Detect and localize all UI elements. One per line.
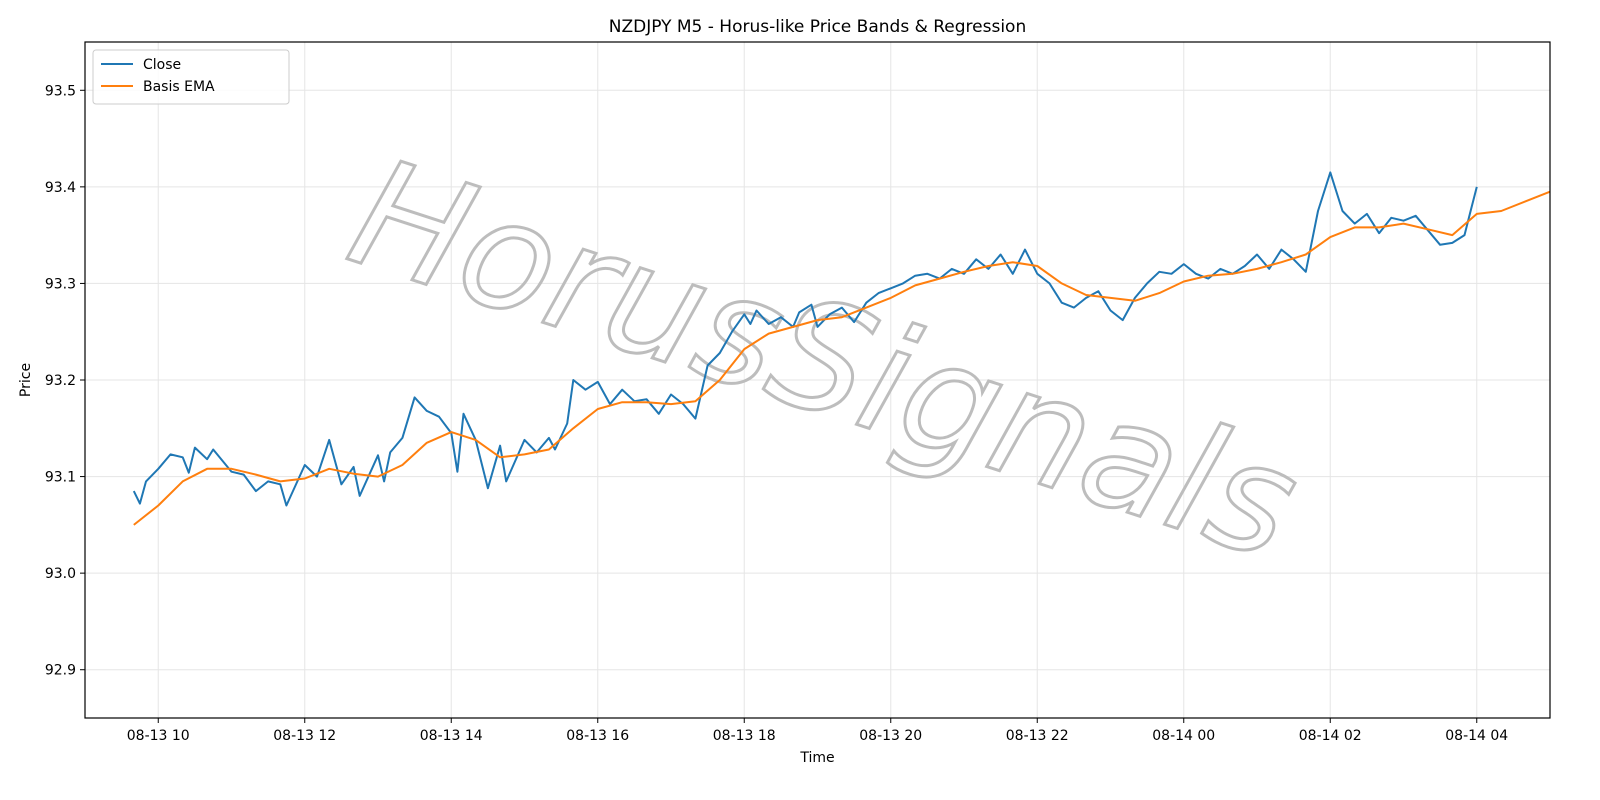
y-tick-label: 93.4	[45, 180, 76, 196]
series-lines	[132, 171, 1551, 526]
x-tick-label: 08-13 20	[859, 728, 922, 744]
y-tick-label: 93.5	[45, 83, 76, 99]
watermark-text: HorusSignals	[332, 126, 1316, 594]
x-tick-label: 08-13 22	[1006, 728, 1069, 744]
x-tick-label: 08-14 02	[1299, 728, 1362, 744]
legend-box	[92, 49, 290, 105]
x-tick-label: 08-13 12	[273, 728, 336, 744]
x-tick-label: 08-13 10	[127, 728, 190, 744]
y-tick-label: 93.2	[45, 373, 76, 389]
y-axis-label: Price	[18, 363, 34, 397]
x-tick-label: 08-13 16	[566, 728, 629, 744]
x-tick-label: 08-14 04	[1445, 728, 1508, 744]
chart-title: NZDJPY M5 - Horus-like Price Bands & Reg…	[609, 17, 1026, 37]
legend-label: Close	[143, 57, 181, 73]
grid	[85, 42, 1550, 718]
legend-label: Basis EMA	[143, 79, 215, 95]
x-tick-label: 08-13 18	[713, 728, 776, 744]
x-axis-label: Time	[799, 750, 834, 766]
x-tick-label: 08-13 14	[420, 728, 483, 744]
y-tick-label: 92.9	[45, 663, 76, 679]
y-tick-label: 93.1	[45, 470, 76, 486]
y-tick-label: 93.3	[45, 276, 76, 292]
series-line-basis-ema	[133, 190, 1551, 526]
x-tick-label: 08-14 00	[1152, 728, 1215, 744]
legend: Close Basis EMA	[92, 49, 290, 105]
y-tick-label: 93.0	[45, 566, 76, 582]
